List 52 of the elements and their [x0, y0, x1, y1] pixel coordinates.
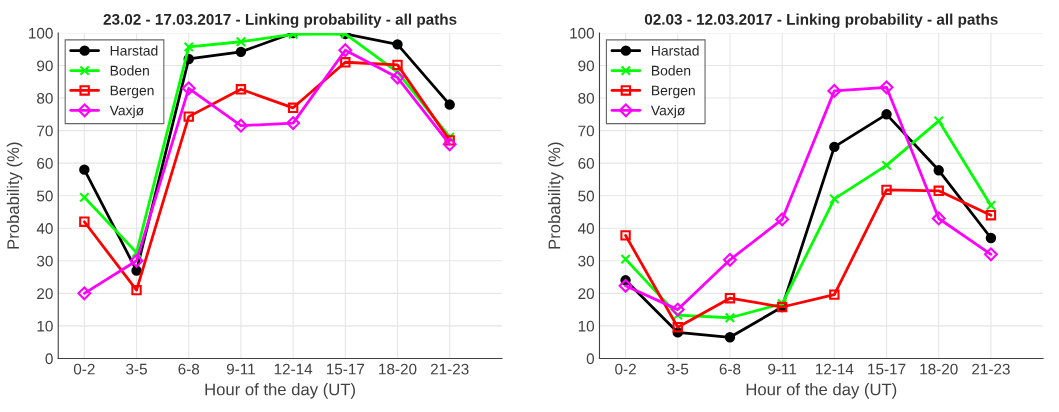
y-tick-label: 90 [37, 60, 53, 72]
legend-label: Bergen [110, 85, 154, 99]
x-tick-label: 15-17 [868, 363, 906, 375]
legend-label: Harstad [110, 45, 158, 56]
x-tick-label: 12-14 [274, 363, 313, 375]
chart-title: 23.02 - 17.03.2017 - Linking probability - all paths [103, 13, 457, 28]
legend-label: Bergen [652, 85, 695, 99]
x-tick-label: 0-2 [73, 363, 95, 375]
y-tick-label: 0 [586, 353, 595, 365]
x-axis-title: Hour of the day (UT) [205, 383, 355, 399]
y-tick-label: 50 [578, 190, 595, 202]
y-tick-label: 60 [37, 158, 53, 169]
y-tick-label: 20 [37, 288, 53, 300]
y-tick-label: 80 [578, 92, 595, 104]
y-tick-label: 40 [36, 223, 53, 234]
chart-title: 02.03 - 12.03.2017 - Linking probability - all paths [644, 13, 998, 28]
y-tick-label: 30 [578, 255, 595, 267]
y-tick-label: 0 [45, 353, 53, 365]
y-axis-title: Probability (%) [6, 142, 23, 249]
x-tick-label: 15-17 [326, 363, 365, 375]
x-tick-label: 18-20 [920, 363, 958, 375]
x-tick-label: 3-5 [667, 363, 689, 375]
y-tick-label: 10 [37, 320, 53, 332]
y-tick-label: 90 [578, 60, 595, 72]
legend-label: Vaxjø [650, 105, 686, 119]
x-tick-label: 0-2 [615, 363, 636, 375]
legend-label: Harstad [652, 45, 699, 56]
y-tick-label: 30 [36, 255, 53, 267]
x-tick-label: 9-11 [226, 363, 255, 375]
x-tick-label: 6-8 [178, 363, 200, 375]
y-tick-label: 60 [578, 158, 595, 169]
y-tick-label: 40 [577, 223, 595, 234]
legend-label: Vaxjø [109, 105, 144, 119]
x-tick-label: 9-11 [768, 363, 797, 375]
x-tick-label: 18-20 [379, 363, 417, 375]
x-axis-title: Hour of the day (UT) [746, 383, 897, 399]
y-tick-label: 70 [578, 125, 595, 137]
y-tick-label: 80 [37, 92, 53, 104]
legend-label: Boden [652, 65, 691, 76]
y-tick-label: 70 [37, 125, 53, 137]
y-tick-label: 50 [37, 190, 53, 202]
x-tick-label: 3-5 [126, 363, 147, 375]
legend-label: Boden [110, 65, 149, 76]
y-tick-label: 100 [570, 27, 595, 39]
y-axis-title: Probability (%) [548, 142, 564, 249]
x-tick-label: 21-23 [430, 363, 469, 375]
x-tick-label: 21-23 [972, 363, 1010, 375]
x-tick-label: 6-8 [719, 363, 741, 375]
x-tick-label: 12-14 [815, 363, 854, 375]
y-tick-label: 100 [29, 27, 53, 39]
y-tick-label: 10 [578, 320, 595, 332]
y-tick-label: 20 [578, 288, 595, 300]
